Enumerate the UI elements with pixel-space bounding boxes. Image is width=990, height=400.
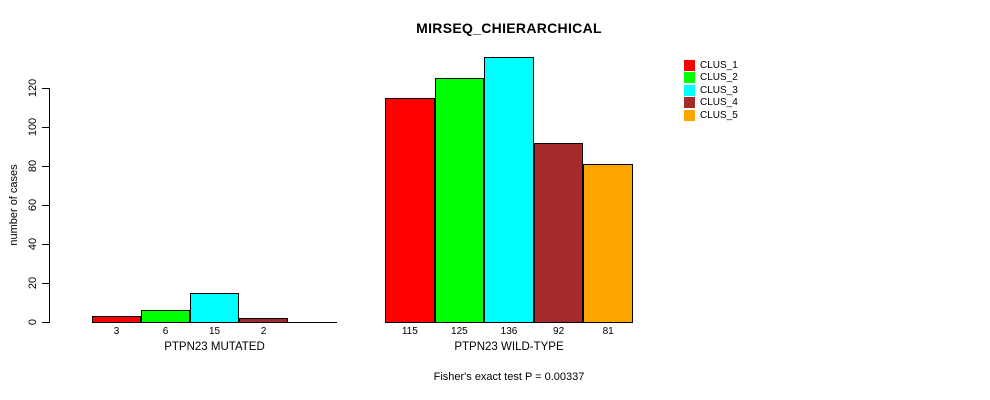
legend-swatch-clus_3	[684, 84, 695, 96]
bar-value-label: 3	[113, 326, 120, 337]
bar-value-label: 6	[162, 326, 169, 337]
annotation-fishers-test: Fisher's exact test P = 0.00337	[433, 371, 585, 383]
bar-value-label: 81	[602, 326, 614, 337]
y-tick-label: 20	[27, 276, 39, 290]
bar-clus_4-group1	[239, 318, 288, 323]
legend: CLUS_1 CLUS_2 CLUS_3 CLUS_4 CLUS_5	[684, 59, 738, 122]
group-label-1: PTPN23 MUTATED	[164, 341, 265, 353]
bar-clus_1-group1	[92, 316, 141, 323]
y-tick-label: 60	[27, 198, 39, 212]
bar-clus_1-group2	[385, 98, 435, 323]
group-label-2: PTPN23 WILD-TYPE	[454, 341, 564, 353]
y-axis-label: number of cases	[8, 164, 20, 246]
bar-value-label: 2	[260, 326, 267, 337]
bar-value-label: 115	[401, 326, 418, 337]
y-tick-label: 100	[27, 117, 39, 137]
y-tick-label: 120	[27, 78, 39, 98]
y-axis-line	[49, 88, 50, 323]
legend-swatch-clus_2	[684, 72, 695, 84]
y-tick-mark	[42, 88, 49, 89]
legend-item-clus_1: CLUS_1	[684, 59, 738, 72]
bar-value-label: 15	[208, 326, 221, 337]
y-tick-mark	[42, 283, 49, 284]
bar-clus_3-group1	[190, 293, 239, 323]
legend-label: CLUS_2	[700, 72, 738, 84]
legend-label: CLUS_5	[700, 109, 738, 121]
legend-item-clus_5: CLUS_5	[684, 109, 738, 122]
legend-swatch-clus_5	[684, 109, 695, 121]
y-tick-mark	[42, 244, 49, 245]
bar-value-label: 92	[553, 326, 565, 337]
chart-title: MIRSEQ_CHIERARCHICAL	[416, 20, 602, 36]
y-tick-mark	[42, 322, 49, 323]
bar-value-label: 136	[500, 326, 518, 337]
legend-item-clus_4: CLUS_4	[684, 97, 738, 110]
y-tick-label: 40	[27, 237, 39, 251]
y-tick-label: 80	[27, 159, 39, 173]
legend-label: CLUS_4	[700, 97, 738, 109]
y-tick-label: 0	[27, 318, 39, 326]
y-tick-mark	[42, 205, 49, 206]
bar-value-label: 125	[451, 326, 468, 337]
legend-label: CLUS_3	[700, 84, 738, 96]
legend-swatch-clus_1	[684, 59, 695, 71]
legend-swatch-clus_4	[684, 97, 695, 109]
bar-clus_2-group1	[141, 310, 190, 323]
y-tick-mark	[42, 166, 49, 167]
bar-clus_4-group2	[534, 143, 583, 323]
legend-item-clus_3: CLUS_3	[684, 84, 738, 97]
bar-clus_2-group2	[435, 78, 484, 323]
bar-clus_3-group2	[484, 57, 534, 323]
y-tick-mark	[42, 127, 49, 128]
bar-clus_5-group2	[583, 164, 633, 323]
legend-item-clus_2: CLUS_2	[684, 72, 738, 85]
legend-label: CLUS_1	[700, 59, 738, 71]
